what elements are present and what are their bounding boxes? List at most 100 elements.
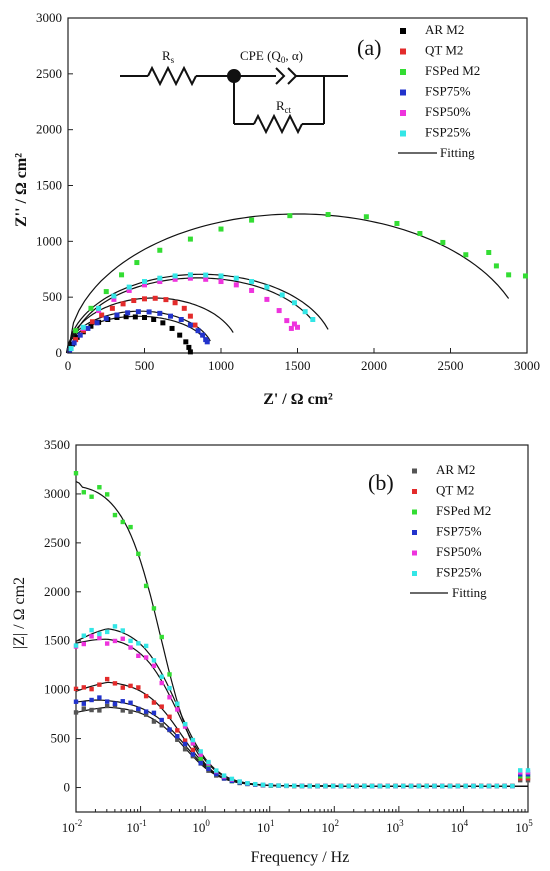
- data-point: [126, 284, 132, 290]
- data-point: [73, 337, 79, 343]
- data-point: [128, 683, 133, 689]
- data-point: [81, 641, 86, 647]
- data-point: [182, 747, 188, 752]
- data-point: [182, 721, 188, 727]
- data-point: [288, 325, 294, 331]
- data-point: [167, 685, 172, 691]
- data-point: [143, 712, 149, 717]
- data-point: [338, 783, 344, 789]
- data-point: [195, 328, 201, 334]
- data-point: [264, 296, 270, 302]
- legend-marker: [412, 530, 417, 535]
- data-point: [183, 339, 189, 345]
- data-point: [221, 773, 227, 778]
- data-point: [89, 494, 94, 499]
- data-point: [159, 723, 164, 728]
- data-points-b: [73, 471, 531, 789]
- svg-text:CPE (Q0, α): CPE (Q0, α): [240, 48, 303, 65]
- data-point: [151, 317, 157, 322]
- data-point: [287, 213, 293, 219]
- data-point: [143, 583, 149, 589]
- data-point: [249, 217, 255, 223]
- y-tick-label: 3000: [36, 10, 62, 25]
- data-point: [249, 279, 255, 285]
- data-point: [187, 349, 193, 355]
- legend-marker: [400, 110, 406, 116]
- data-point: [167, 727, 172, 732]
- y-tick-label: 2500: [44, 535, 70, 550]
- data-point: [89, 627, 94, 633]
- data-point: [159, 680, 164, 686]
- data-point: [299, 783, 305, 789]
- legend-marker: [412, 489, 417, 494]
- circuit-rs-sub: s: [171, 55, 175, 65]
- x-tick-label: 104: [451, 818, 469, 835]
- circuit-cpe-sub: 0: [281, 55, 286, 65]
- data-point: [325, 212, 331, 218]
- data-point: [85, 325, 91, 331]
- x-tick-label: 100: [192, 818, 210, 835]
- data-point: [291, 321, 297, 327]
- data-point: [245, 781, 250, 786]
- data-point: [233, 275, 239, 281]
- data-point: [200, 332, 206, 338]
- data-point: [249, 287, 255, 293]
- data-point: [182, 724, 188, 729]
- data-point: [190, 747, 196, 753]
- x-tick-label: 105: [515, 818, 533, 835]
- legend-label: AR M2: [425, 22, 464, 37]
- fit-curve: [67, 273, 329, 354]
- data-point: [330, 783, 336, 789]
- legend-label: FSP75%: [425, 84, 471, 99]
- data-point: [157, 275, 163, 281]
- data-point: [486, 250, 492, 255]
- legend-label: QT M2: [436, 483, 474, 498]
- data-point: [264, 284, 270, 290]
- legend-marker: [400, 69, 406, 75]
- data-point: [432, 783, 437, 789]
- data-point: [486, 783, 492, 789]
- data-point: [104, 629, 110, 635]
- data-point: [112, 681, 118, 686]
- data-point: [424, 783, 429, 789]
- data-point: [103, 315, 109, 321]
- data-point: [190, 741, 196, 746]
- data-point: [279, 292, 285, 298]
- data-point: [346, 783, 351, 789]
- data-point: [198, 756, 203, 761]
- data-point: [80, 324, 86, 330]
- data-point: [214, 768, 219, 773]
- data-point: [112, 512, 118, 518]
- data-point: [218, 273, 224, 279]
- data-point: [163, 297, 169, 303]
- data-point: [172, 273, 178, 279]
- data-point: [159, 704, 164, 709]
- data-point: [119, 272, 125, 278]
- data-point: [175, 701, 180, 706]
- data-point: [416, 783, 422, 789]
- x-tick-label: 1500: [285, 358, 311, 373]
- data-point: [97, 708, 102, 713]
- data-point: [123, 314, 129, 320]
- data-point: [97, 635, 102, 641]
- data-point: [120, 636, 125, 641]
- panel-label-b: (b): [368, 470, 394, 495]
- y-tick-label: 2000: [36, 122, 62, 137]
- data-point: [89, 686, 94, 692]
- legend-label: FSP50%: [425, 104, 471, 119]
- data-point: [125, 310, 131, 316]
- data-point: [307, 783, 312, 789]
- legend-marker: [412, 468, 417, 474]
- data-point: [77, 332, 83, 338]
- data-point: [109, 305, 115, 311]
- data-point: [136, 653, 141, 659]
- data-point: [88, 323, 94, 329]
- data-point: [198, 752, 203, 757]
- data-point: [112, 701, 118, 706]
- data-point: [120, 628, 125, 633]
- data-point: [89, 697, 94, 703]
- data-point: [292, 783, 297, 789]
- data-point: [493, 263, 499, 269]
- data-point: [401, 783, 406, 789]
- data-point: [168, 313, 174, 319]
